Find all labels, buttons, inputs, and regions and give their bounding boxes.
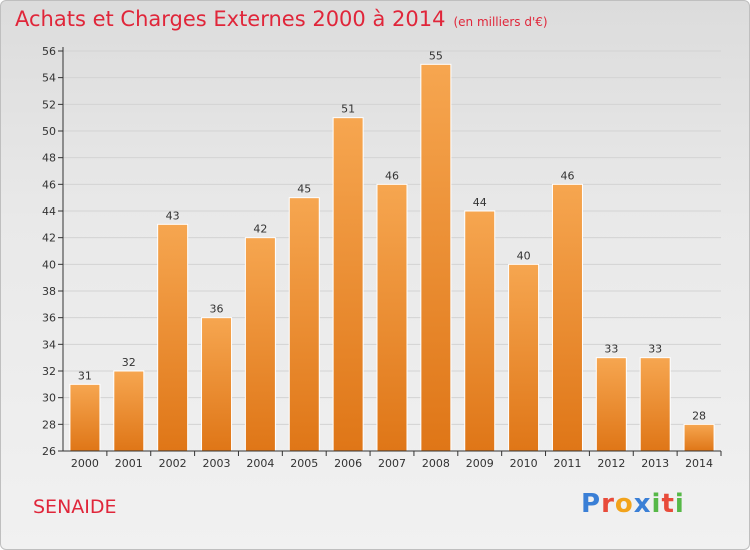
bar-value-label: 32 [122, 356, 136, 369]
bar [244, 237, 276, 452]
y-tick-label: 52 [42, 98, 56, 111]
bar [683, 423, 715, 452]
x-tick-label: 2011 [553, 457, 581, 470]
y-tick-label: 42 [42, 232, 56, 245]
x-tick-label: 2005 [290, 457, 318, 470]
bar-value-label: 31 [78, 369, 92, 382]
bar [201, 317, 233, 452]
bars [69, 63, 715, 452]
logo-letter: x [633, 489, 652, 519]
logo-letter: P [581, 489, 602, 519]
bar-value-label: 46 [385, 169, 399, 182]
x-tick-label: 2007 [378, 457, 406, 470]
y-tick-label: 30 [42, 392, 56, 405]
bar [288, 197, 320, 452]
x-tick-label: 2006 [334, 457, 362, 470]
bar [113, 370, 145, 452]
chart-title-unit: (en milliers d'€) [453, 15, 548, 29]
bar [595, 357, 627, 452]
y-tick-label: 44 [42, 205, 56, 218]
bar-value-label: 51 [341, 103, 355, 116]
y-tick-label: 38 [42, 285, 56, 298]
bar [332, 117, 364, 452]
x-tick-label: 2010 [510, 457, 538, 470]
bar [464, 210, 496, 452]
bar-value-label: 36 [210, 303, 224, 316]
commune-name: SENAIDE [33, 496, 117, 518]
x-tick-label: 2008 [422, 457, 450, 470]
bar-value-label: 33 [604, 343, 618, 356]
bar-value-label: 46 [560, 169, 574, 182]
x-tick-label: 2001 [115, 457, 143, 470]
y-tick-label: 40 [42, 258, 56, 271]
x-tick-label: 2009 [466, 457, 494, 470]
bar [69, 383, 101, 452]
bar-value-label: 40 [517, 249, 531, 262]
y-tick-label: 56 [42, 45, 56, 58]
logo-letter: r [601, 489, 615, 519]
logo-letter: o [614, 489, 634, 519]
bar-value-label: 43 [166, 209, 180, 222]
bar [508, 263, 540, 452]
bar-value-label: 42 [253, 223, 267, 236]
y-tick-label: 50 [42, 125, 56, 138]
x-tick-label: 2004 [246, 457, 274, 470]
bar-value-label: 33 [648, 343, 662, 356]
x-tick-label: 2003 [203, 457, 231, 470]
y-tick-label: 36 [42, 312, 56, 325]
y-tick-label: 28 [42, 418, 56, 431]
chart-title-main: Achats et Charges Externes 2000 à 2014 [15, 7, 446, 31]
bar [639, 357, 671, 452]
y-tick-label: 54 [42, 72, 56, 85]
logo-letter: i [651, 489, 662, 519]
x-tick-label: 2012 [597, 457, 625, 470]
x-tick-label: 2013 [641, 457, 669, 470]
logo-letter: t [661, 489, 675, 519]
y-tick-label: 26 [42, 445, 56, 458]
y-tick-label: 46 [42, 178, 56, 191]
logo-letter: i [674, 489, 685, 519]
axes [58, 47, 722, 456]
bar [551, 183, 583, 452]
bar-value-label: 55 [429, 49, 443, 62]
y-tick-label: 48 [42, 152, 56, 165]
x-tick-label: 2000 [71, 457, 99, 470]
y-tick-label: 34 [42, 338, 56, 351]
bar-value-label: 44 [473, 196, 487, 209]
bar-value-label: 28 [692, 409, 706, 422]
proxiti-logo[interactable]: Proxiti [581, 489, 685, 519]
y-tick-label: 32 [42, 365, 56, 378]
bar [157, 223, 189, 452]
chart-title: Achats et Charges Externes 2000 à 2014 (e… [15, 7, 548, 31]
x-tick-label: 2014 [685, 457, 713, 470]
bar-value-label: 45 [297, 183, 311, 196]
bar [420, 63, 452, 452]
x-tick-label: 2002 [159, 457, 187, 470]
bar [376, 183, 408, 452]
labels: 26 28 30 32 34 36 38 40 42 44 46 48 50 52 54 56 31 2000 32… [42, 45, 713, 470]
